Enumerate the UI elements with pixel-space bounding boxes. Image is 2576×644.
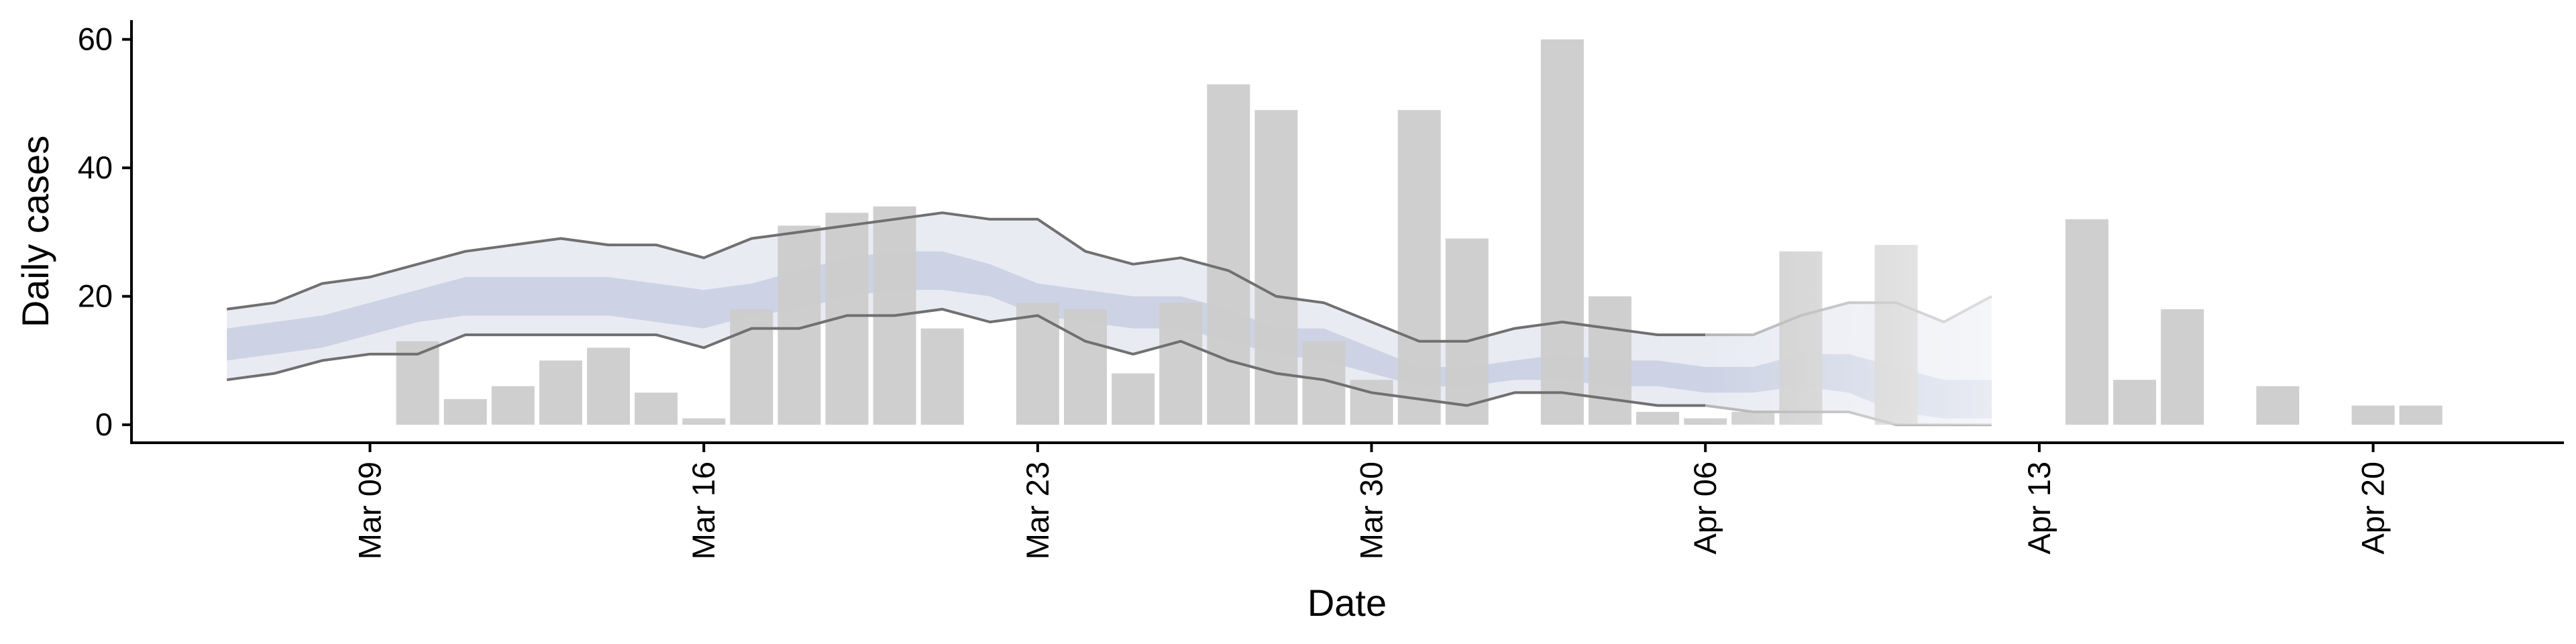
bar-2020-04-16 [2161, 309, 2204, 425]
bar-2020-03-31 [1397, 110, 1441, 425]
x-axis-title: Date [1307, 582, 1387, 624]
x-axis-ticks: Mar 09 Mar 16 Mar 23 Mar 30 Apr 06 Apr 13 Apr … [352, 443, 2391, 559]
bar-2020-04-20 [2351, 405, 2395, 425]
x-tick-label-2020-04-06: Apr 06 [1687, 462, 1723, 554]
forecast-fade-overlay [1705, 219, 1992, 425]
bar-2020-03-26 [1159, 303, 1203, 425]
bar-2020-03-24 [1064, 309, 1107, 425]
bar-2020-03-11 [443, 398, 487, 425]
x-tick-label-2020-03-23: Mar 23 [1020, 462, 1055, 559]
bar-2020-04-04 [1589, 296, 1631, 425]
lower-90-bound-line [226, 307, 1706, 407]
axes [130, 20, 2564, 444]
bar-2020-04-05 [1636, 412, 1680, 425]
bar-2020-04-14 [2065, 219, 2108, 425]
bar-2020-04-21 [2399, 405, 2443, 425]
bar-2020-03-16 [682, 418, 726, 425]
bar-2020-03-21 [920, 328, 964, 425]
y-axis-title: Daily cases [14, 136, 56, 327]
bar-2020-03-13 [539, 360, 582, 425]
bar-2020-04-15 [2113, 380, 2157, 425]
bar-2020-03-14 [587, 347, 630, 425]
bar-2020-03-12 [491, 386, 535, 425]
bar-2020-03-15 [635, 392, 678, 425]
bar-2020-03-27 [1207, 84, 1250, 425]
bar-2020-03-17 [730, 309, 773, 425]
bar-2020-03-28 [1254, 110, 1298, 425]
bar-2020-04-01 [1445, 238, 1489, 425]
forecast-fade-layer [1705, 219, 1992, 425]
x-tick-label-2020-04-13: Apr 13 [2021, 462, 2057, 554]
x-tick-label-2020-03-30: Mar 30 [1354, 462, 1389, 559]
bar-2020-03-25 [1112, 373, 1155, 425]
x-tick-label-2020-03-16: Mar 16 [686, 462, 721, 559]
upper-90-bound-line [226, 211, 1706, 343]
bar-2020-04-18 [2256, 386, 2300, 425]
bar-layer [396, 39, 2443, 425]
y-tick-label-40: 40 [78, 150, 113, 185]
bar-2020-03-23 [1016, 303, 1059, 425]
y-tick-label-20: 20 [78, 278, 113, 314]
bar-2020-04-03 [1540, 39, 1584, 425]
x-tick-label-2020-04-20: Apr 20 [2355, 462, 2391, 554]
x-tick-label-2020-03-09: Mar 09 [352, 462, 388, 559]
bar-2020-03-30 [1350, 380, 1393, 425]
y-tick-label-0: 0 [95, 407, 113, 442]
y-tick-label-60: 60 [78, 21, 113, 57]
y-axis-ticks: 0 20 40 60 [78, 21, 131, 442]
